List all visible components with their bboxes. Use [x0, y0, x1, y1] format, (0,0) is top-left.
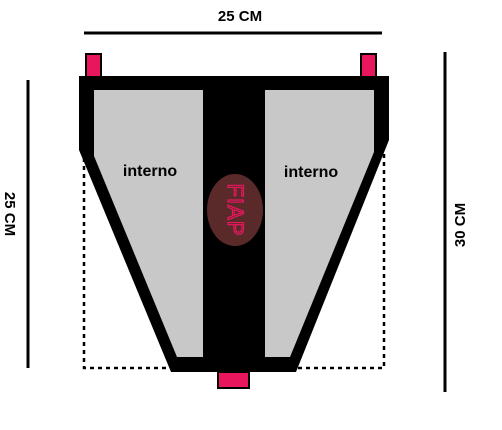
bottom-tab — [217, 371, 250, 389]
top-left-tab — [85, 53, 102, 79]
top-right-tab — [360, 53, 377, 79]
left-panel-label: interno — [123, 163, 177, 180]
left-dimension-label: 25 CM — [1, 192, 18, 236]
logo-oval — [207, 174, 263, 246]
left-panel — [94, 90, 203, 357]
right-panel-label: interno — [284, 164, 338, 181]
right-panel — [265, 90, 374, 357]
top-dimension-label: 25 CM — [218, 8, 262, 25]
right-dimension-label: 30 CM — [452, 203, 469, 247]
fiap-logo-icon: FIAP — [223, 184, 248, 237]
